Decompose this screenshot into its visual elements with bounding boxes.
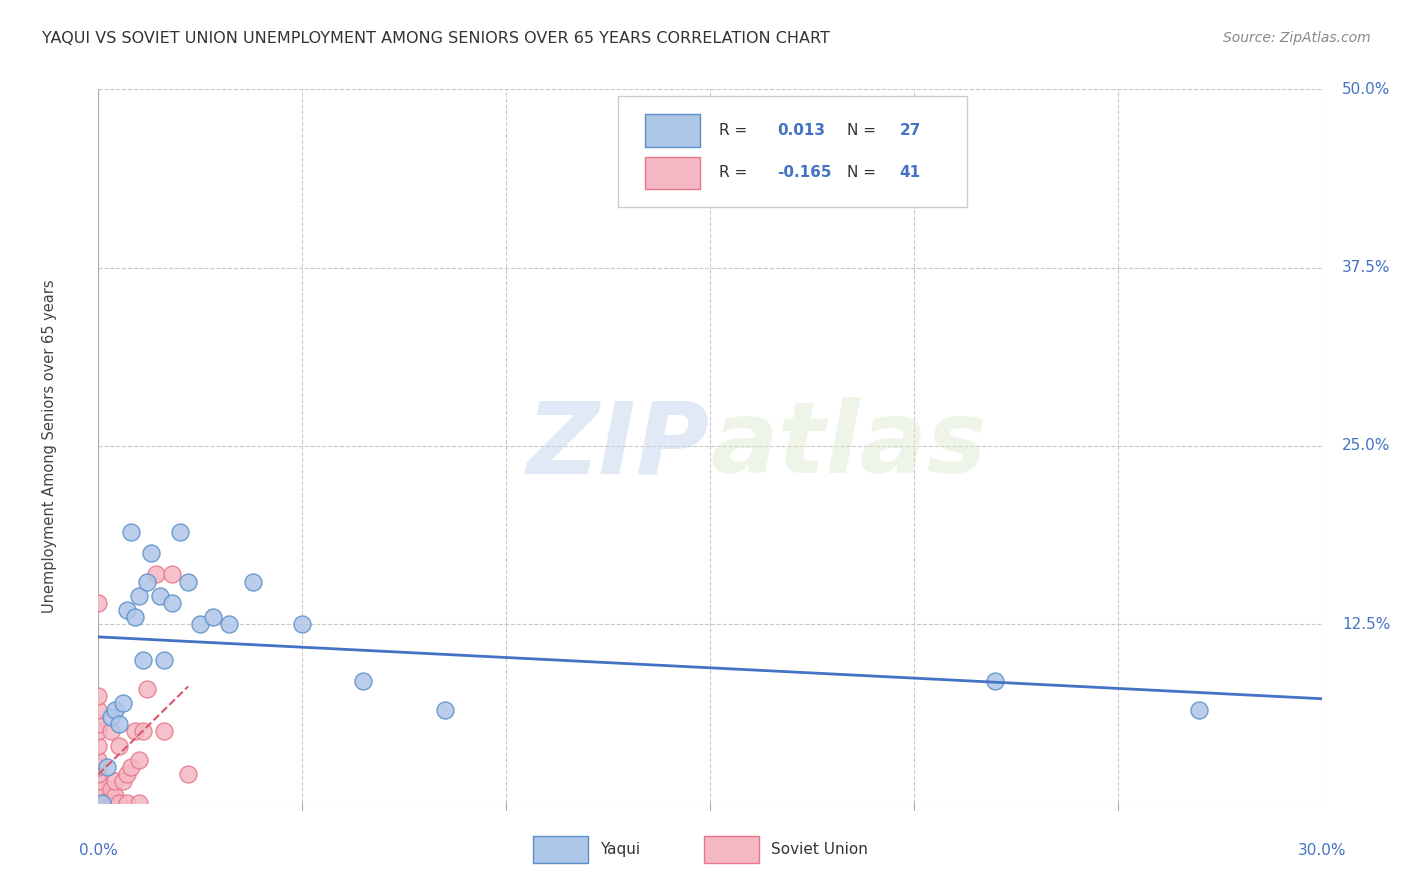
Point [149,589,172,603]
Text: Source: ZipAtlas.com: Source: ZipAtlas.com [1223,31,1371,45]
Point [160,567,183,582]
Point [87,796,110,810]
Point [111,774,134,789]
Point [1188,703,1211,717]
Point [108,717,131,731]
Point [132,724,155,739]
Point [188,617,212,632]
Text: Unemployment Among Seniors over 65 years: Unemployment Among Seniors over 65 years [42,279,58,613]
Point [87,796,110,810]
Point [104,703,127,717]
Point [218,617,240,632]
Point [242,574,264,589]
Point [87,774,110,789]
Point [87,796,110,810]
Point [87,724,110,739]
Point [87,717,110,731]
Point [87,796,110,810]
Point [434,703,457,717]
Point [120,760,142,774]
Point [104,789,127,803]
Point [120,524,142,539]
Text: ZIP: ZIP [527,398,710,494]
Text: 27: 27 [900,123,921,138]
Point [115,603,138,617]
Point [87,796,110,810]
Point [111,696,134,710]
Point [87,760,110,774]
Point [352,674,374,689]
Point [100,796,122,810]
Point [169,524,191,539]
FancyBboxPatch shape [645,157,700,189]
Point [87,703,110,717]
Text: R =: R = [718,123,752,138]
Point [115,796,138,810]
Text: Yaqui: Yaqui [600,842,640,857]
Text: YAQUI VS SOVIET UNION UNEMPLOYMENT AMONG SENIORS OVER 65 YEARS CORRELATION CHART: YAQUI VS SOVIET UNION UNEMPLOYMENT AMONG… [42,31,830,46]
Point [87,739,110,753]
Point [152,724,174,739]
Point [128,796,150,810]
Point [100,710,122,724]
Point [87,767,110,781]
Point [141,546,163,560]
Point [128,753,150,767]
Point [152,653,174,667]
Point [100,781,122,796]
Point [108,739,131,753]
Text: 41: 41 [900,165,921,180]
Point [177,767,200,781]
Text: 50.0%: 50.0% [1343,82,1391,96]
Point [984,674,1007,689]
Point [100,789,122,803]
Point [132,653,155,667]
Point [136,574,159,589]
Point [104,774,127,789]
Point [87,796,110,810]
Text: N =: N = [846,123,882,138]
Point [96,760,118,774]
Point [87,689,110,703]
Point [91,796,114,810]
Point [145,567,167,582]
FancyBboxPatch shape [619,96,967,207]
FancyBboxPatch shape [704,837,759,863]
Point [124,610,146,624]
Text: R =: R = [718,165,752,180]
Point [128,589,150,603]
FancyBboxPatch shape [533,837,588,863]
Point [291,617,314,632]
Point [100,724,122,739]
Text: 30.0%: 30.0% [1298,843,1346,858]
Point [115,767,138,781]
Point [136,681,159,696]
Text: 25.0%: 25.0% [1343,439,1391,453]
Point [108,796,131,810]
Point [201,610,224,624]
Text: atlas: atlas [710,398,987,494]
Text: 0.013: 0.013 [778,123,825,138]
Point [87,596,110,610]
Text: N =: N = [846,165,882,180]
Text: 37.5%: 37.5% [1343,260,1391,275]
Text: 12.5%: 12.5% [1343,617,1391,632]
Point [87,753,110,767]
FancyBboxPatch shape [645,114,700,146]
Point [160,596,183,610]
Text: -0.165: -0.165 [778,165,832,180]
Point [124,724,146,739]
Point [87,796,110,810]
Point [87,781,110,796]
Text: Soviet Union: Soviet Union [772,842,868,857]
Point [87,781,110,796]
Point [177,574,200,589]
Text: 0.0%: 0.0% [79,843,118,858]
Point [87,796,110,810]
